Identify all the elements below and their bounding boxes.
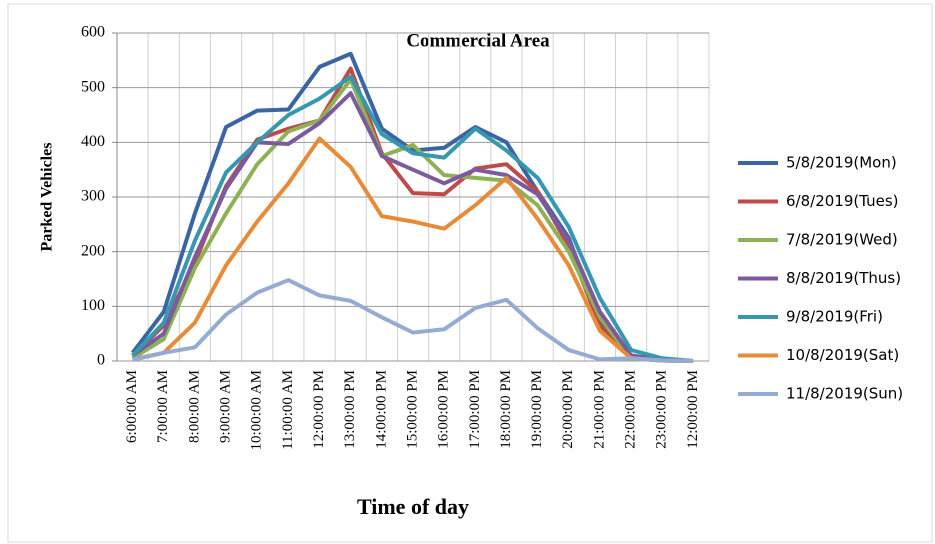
series-line: [131, 77, 694, 363]
x-tick-label: 19:00:00 PM: [529, 370, 545, 449]
x-tick-label: 11:00:00 AM: [280, 370, 296, 450]
y-tick-label: 400: [81, 133, 105, 150]
series-line: [132, 278, 694, 363]
y-tick-label: 0: [97, 352, 105, 369]
chart-title: Commercial Area: [406, 30, 550, 51]
x-tick-label: 16:00:00 PM: [436, 370, 452, 449]
legend-label: 8/8/2019(Thus): [786, 269, 901, 287]
y-tick-label: 300: [81, 188, 105, 205]
chart-border: [7, 3, 933, 543]
x-tick-label: 12:00:00 PM: [685, 370, 701, 449]
x-axis-label: Time of day: [357, 494, 469, 519]
series-line: [131, 91, 694, 363]
x-tick-label: 18:00:00 PM: [498, 370, 514, 449]
legend-label: 11/8/2019(Sun): [786, 385, 903, 403]
x-tick-label: 14:00:00 PM: [373, 370, 389, 449]
legend-label: 5/8/2019(Mon): [786, 154, 897, 172]
legend-label: 7/8/2019(Wed): [786, 231, 898, 249]
x-tick-label: 12:00:00 PM: [311, 370, 327, 449]
x-tick-label: 7:00:00 AM: [155, 370, 171, 443]
y-tick-label: 100: [81, 297, 105, 314]
x-tick-label: 9:00:00 AM: [217, 370, 233, 443]
x-tick-label: 15:00:00 PM: [404, 370, 420, 449]
legend-label: 10/8/2019(Sat): [786, 346, 899, 364]
series-line: [132, 136, 694, 363]
x-tick-label: 6:00:00 AM: [124, 370, 140, 443]
x-tick-label: 8:00:00 AM: [186, 370, 202, 443]
y-axis-label: Parked Vehicles: [39, 143, 56, 252]
legend-label: 6/8/2019(Tues): [786, 192, 899, 210]
series-line: [131, 74, 694, 363]
x-tick-label: 21:00:00 PM: [591, 370, 607, 449]
x-tick-label: 10:00:00 AM: [249, 370, 265, 450]
legend-label: 9/8/2019(Fri): [786, 308, 883, 326]
x-tick-label: 20:00:00 PM: [560, 370, 576, 449]
y-tick-label: 500: [81, 78, 105, 95]
x-tick-label: 13:00:00 PM: [342, 370, 358, 449]
x-tick-label: 23:00:00 PM: [654, 370, 670, 449]
x-tick-label: 17:00:00 PM: [467, 370, 483, 449]
y-tick-label: 600: [81, 24, 105, 41]
y-tick-label: 200: [81, 242, 105, 259]
x-tick-label: 22:00:00 PM: [623, 370, 639, 449]
